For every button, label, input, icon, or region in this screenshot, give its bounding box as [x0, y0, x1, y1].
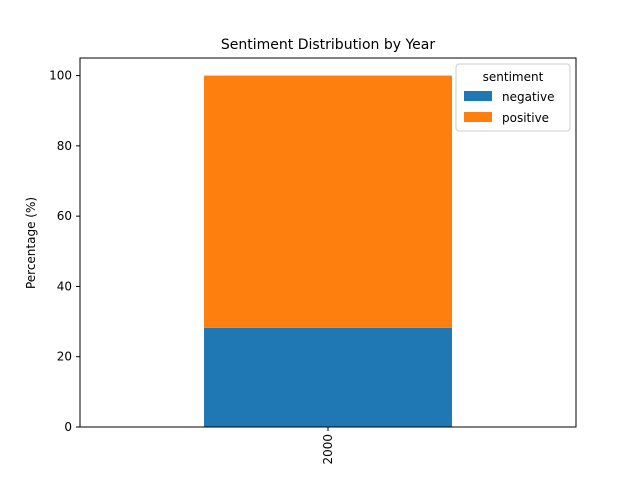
legend-entry-positive: positive: [502, 111, 549, 125]
y-tick-label: 40: [57, 279, 72, 293]
y-axis-label: Percentage (%): [24, 197, 38, 289]
legend-entry-negative: negative: [502, 90, 554, 104]
y-tick-label: 100: [49, 69, 72, 83]
legend-swatch-negative: [464, 91, 492, 101]
axes-layer: 2000 0 20 40 60 80 100: [49, 57, 577, 465]
bar-positive-2000: [204, 75, 452, 328]
y-tick-label: 60: [57, 209, 72, 223]
plot-frame: [79, 57, 577, 428]
bars-layer: [204, 75, 452, 427]
chart-title: Sentiment Distribution by Year: [221, 37, 435, 53]
y-tick-label: 20: [57, 350, 72, 364]
legend-swatch-positive: [464, 112, 492, 122]
y-tick-label: 0: [64, 420, 72, 434]
y-tick-label: 80: [57, 139, 72, 153]
bar-negative-2000: [204, 327, 452, 427]
legend-title: sentiment: [483, 70, 544, 84]
x-tick-label: 2000: [321, 434, 335, 465]
legend: sentiment negative positive: [455, 63, 571, 132]
